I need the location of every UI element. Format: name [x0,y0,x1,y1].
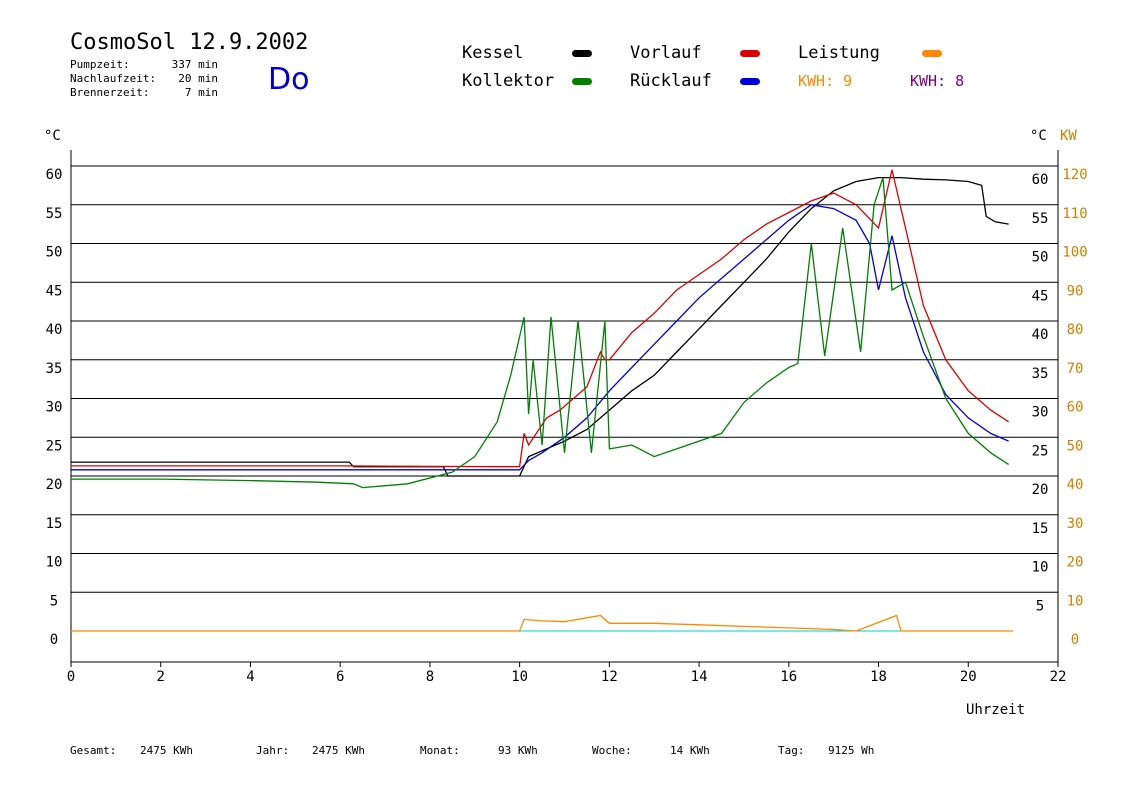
y-right-c-tick-label: 45 [1032,288,1049,304]
y-right-kw-tick-label: 60 [1067,400,1084,416]
legend-kwh-orange: KWH: 9 [798,72,853,90]
y-right-kw-tick-label: 80 [1067,322,1084,338]
x-tick-label: 8 [426,669,434,685]
y-right-c-tick-label: 10 [1032,560,1049,576]
x-tick-label: 16 [780,669,797,685]
y-right-kw-tick-label: 0 [1071,632,1079,648]
y-left-tick-label: 55 [46,206,63,222]
series-leistung-line [71,614,1014,632]
y-left-tick-label: 60 [46,167,63,183]
y-right-kw-tick-label: 70 [1067,361,1084,377]
legend-kessel-label: Kessel [462,43,524,63]
footer-gesamt-value: 2475 KWh [140,744,193,757]
x-tick-label: 20 [960,669,977,685]
y-right-kw-tick-label: 90 [1067,283,1084,299]
y-right-kw-tick-label: 50 [1067,438,1084,454]
y-left-tick-label: 0 [50,632,58,648]
y-left-tick-label: 5 [50,593,58,609]
y-right-kw-tick-label: 30 [1067,516,1084,532]
footer-monat-value: 93 KWh [498,744,538,757]
y-right-c-tick-label: 50 [1032,250,1049,266]
chart-title: CosmoSol 12.9.2002 [70,30,309,55]
x-tick-label: 18 [870,669,887,685]
legend-kwh-purple: KWH: 8 [910,72,965,90]
x-tick-label: 12 [601,669,618,685]
y-right-kw-tick-label: 20 [1067,555,1084,571]
y-right-kw-tick-label: 100 [1062,245,1087,261]
footer-jahr-value: 2475 KWh [312,744,365,757]
y-right-c-tick-label: 25 [1032,443,1049,459]
legend-leistung-swatch [922,50,942,57]
x-tick-label: 10 [511,669,528,685]
y-left-tick-label: 40 [46,322,63,338]
y-right-c-tick-label: 5 [1036,598,1044,614]
y-right-kw-tick-label: 40 [1067,477,1084,493]
stat-brennerzeit-value: 7 min [184,86,218,99]
stat-pumpzeit-label: Pumpzeit: [70,58,130,71]
x-tick-label: 2 [157,669,165,685]
footer-jahr-label: Jahr: [256,744,290,757]
y-left-tick-label: 15 [46,516,63,532]
y-right-c-tick-label: 40 [1032,327,1049,343]
y-left-tick-label: 45 [46,283,63,299]
y-left-unit: °C [44,128,61,144]
footer-woche-value: 14 KWh [670,744,710,757]
legend-kessel-swatch [572,50,592,57]
stat-nachlaufzeit-value: 20 min [178,72,218,85]
legend-leistung-label: Leistung [798,43,880,63]
y-left-tick-label: 50 [46,245,63,261]
y-right-kw-tick-label: 120 [1062,167,1087,183]
x-axis-label: Uhrzeit [966,702,1026,718]
weekday-label: Do [268,62,310,97]
y-left-tick-label: 35 [46,361,63,377]
series-kessel-line [71,176,1009,477]
stat-nachlaufzeit-label: Nachlaufzeit: [70,72,157,85]
y-right-c-tick-label: 60 [1032,172,1049,188]
y-right-kw-tick-label: 10 [1067,593,1084,609]
stat-pumpzeit-value: 337 min [171,58,218,71]
footer-tag-label: Tag: [778,744,805,757]
x-tick-label: 6 [336,669,344,685]
y-right-c-tick-label: 35 [1032,366,1049,382]
footer-woche-label: Woche: [592,744,632,757]
x-tick-label: 14 [691,669,708,685]
legend-ruecklauf-swatch [740,78,760,85]
y-right-c-tick-label: 55 [1032,211,1049,227]
x-tick-label: 4 [246,669,254,685]
series-kollektor-line [71,177,1009,489]
y-left-tick-label: 10 [46,555,63,571]
stat-brennerzeit-label: Brennerzeit: [70,86,150,99]
y-right-unit-c: °C [1030,128,1047,144]
series-vorlauf-line [71,169,1009,468]
footer-tag-value: 9125 Wh [828,744,875,757]
y-right-unit-kw: KW [1060,128,1077,144]
footer-gesamt-label: Gesamt: [70,744,117,757]
series-rcklauf-line [71,204,1009,471]
legend-kollektor-label: Kollektor [462,71,555,91]
y-right-c-tick-label: 20 [1032,482,1049,498]
y-right-kw-tick-label: 110 [1062,206,1087,222]
y-left-tick-label: 30 [46,400,63,416]
y-left-tick-label: 20 [46,477,63,493]
x-tick-label: 0 [67,669,75,685]
y-right-c-tick-label: 15 [1032,521,1049,537]
y-left-tick-label: 25 [46,438,63,454]
legend-ruecklauf-label: Rücklauf [630,71,712,91]
y-right-c-tick-label: 30 [1032,405,1049,421]
footer-monat-label: Monat: [420,744,460,757]
legend-kollektor-swatch [572,78,592,85]
x-tick-label: 22 [1050,669,1067,685]
legend-vorlauf-swatch [740,50,760,57]
legend-vorlauf-label: Vorlauf [630,43,702,63]
